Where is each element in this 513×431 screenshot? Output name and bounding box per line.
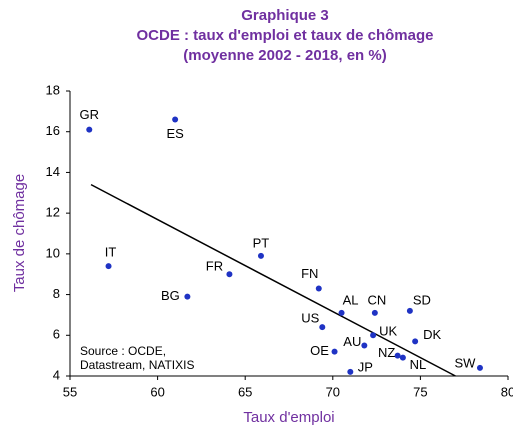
x-axis-label: Taux d'emploi (243, 409, 334, 426)
point-label: NZ (378, 345, 395, 360)
point (371, 309, 378, 316)
point (257, 252, 264, 259)
point-label: CN (367, 292, 386, 307)
x-tick-label: 60 (150, 384, 164, 399)
x-tick-label: 55 (63, 384, 77, 399)
annotation: Source : OCDE, (80, 344, 166, 358)
point-label: FR (206, 259, 223, 274)
x-tick-label: 75 (413, 384, 427, 399)
point (412, 338, 419, 345)
point (226, 271, 233, 278)
point (370, 332, 377, 339)
point-label: AL (343, 292, 359, 307)
point (319, 324, 326, 331)
point (105, 263, 112, 270)
point (406, 307, 413, 314)
point (347, 368, 354, 375)
point-label: FN (301, 266, 318, 281)
y-tick-label: 6 (53, 327, 60, 342)
point (184, 293, 191, 300)
trend-line (90, 183, 456, 377)
chart-title: (moyenne 2002 - 2018, en %) (183, 47, 386, 64)
point (394, 352, 401, 359)
point-label: UK (379, 324, 397, 339)
y-tick-label: 4 (53, 367, 60, 382)
point (476, 364, 483, 371)
chart-title: OCDE : taux d'emploi et taux de chômage (137, 27, 434, 44)
y-tick-label: 14 (46, 164, 60, 179)
chart-title: Graphique 3 (241, 7, 329, 24)
x-tick-label: 80 (501, 384, 513, 399)
y-tick-label: 18 (46, 82, 60, 97)
point-label: SW (454, 355, 476, 370)
point (331, 348, 338, 355)
point-label: GR (80, 107, 100, 122)
point (86, 126, 93, 133)
point-label: PT (253, 235, 270, 250)
y-axis-label: Taux de chômage (11, 174, 28, 292)
point (338, 309, 345, 316)
point-label: SD (413, 292, 431, 307)
annotation: Datastream, NATIXIS (80, 358, 194, 372)
point-label: JP (358, 359, 373, 374)
point-label: US (301, 311, 319, 326)
x-tick-label: 65 (238, 384, 252, 399)
point (315, 285, 322, 292)
point-label: DK (423, 327, 441, 342)
point-label: IT (105, 245, 117, 260)
y-tick-label: 8 (53, 286, 60, 301)
point-label: BG (161, 288, 180, 303)
point-label: AU (343, 334, 361, 349)
point-label: OE (310, 343, 329, 358)
point (399, 354, 406, 361)
point-label: ES (166, 126, 184, 141)
point (361, 342, 368, 349)
y-tick-label: 12 (46, 205, 60, 220)
point (172, 116, 179, 123)
y-tick-label: 16 (46, 123, 60, 138)
point-label: NL (410, 357, 427, 372)
x-tick-label: 70 (326, 384, 340, 399)
y-tick-label: 10 (46, 245, 60, 260)
